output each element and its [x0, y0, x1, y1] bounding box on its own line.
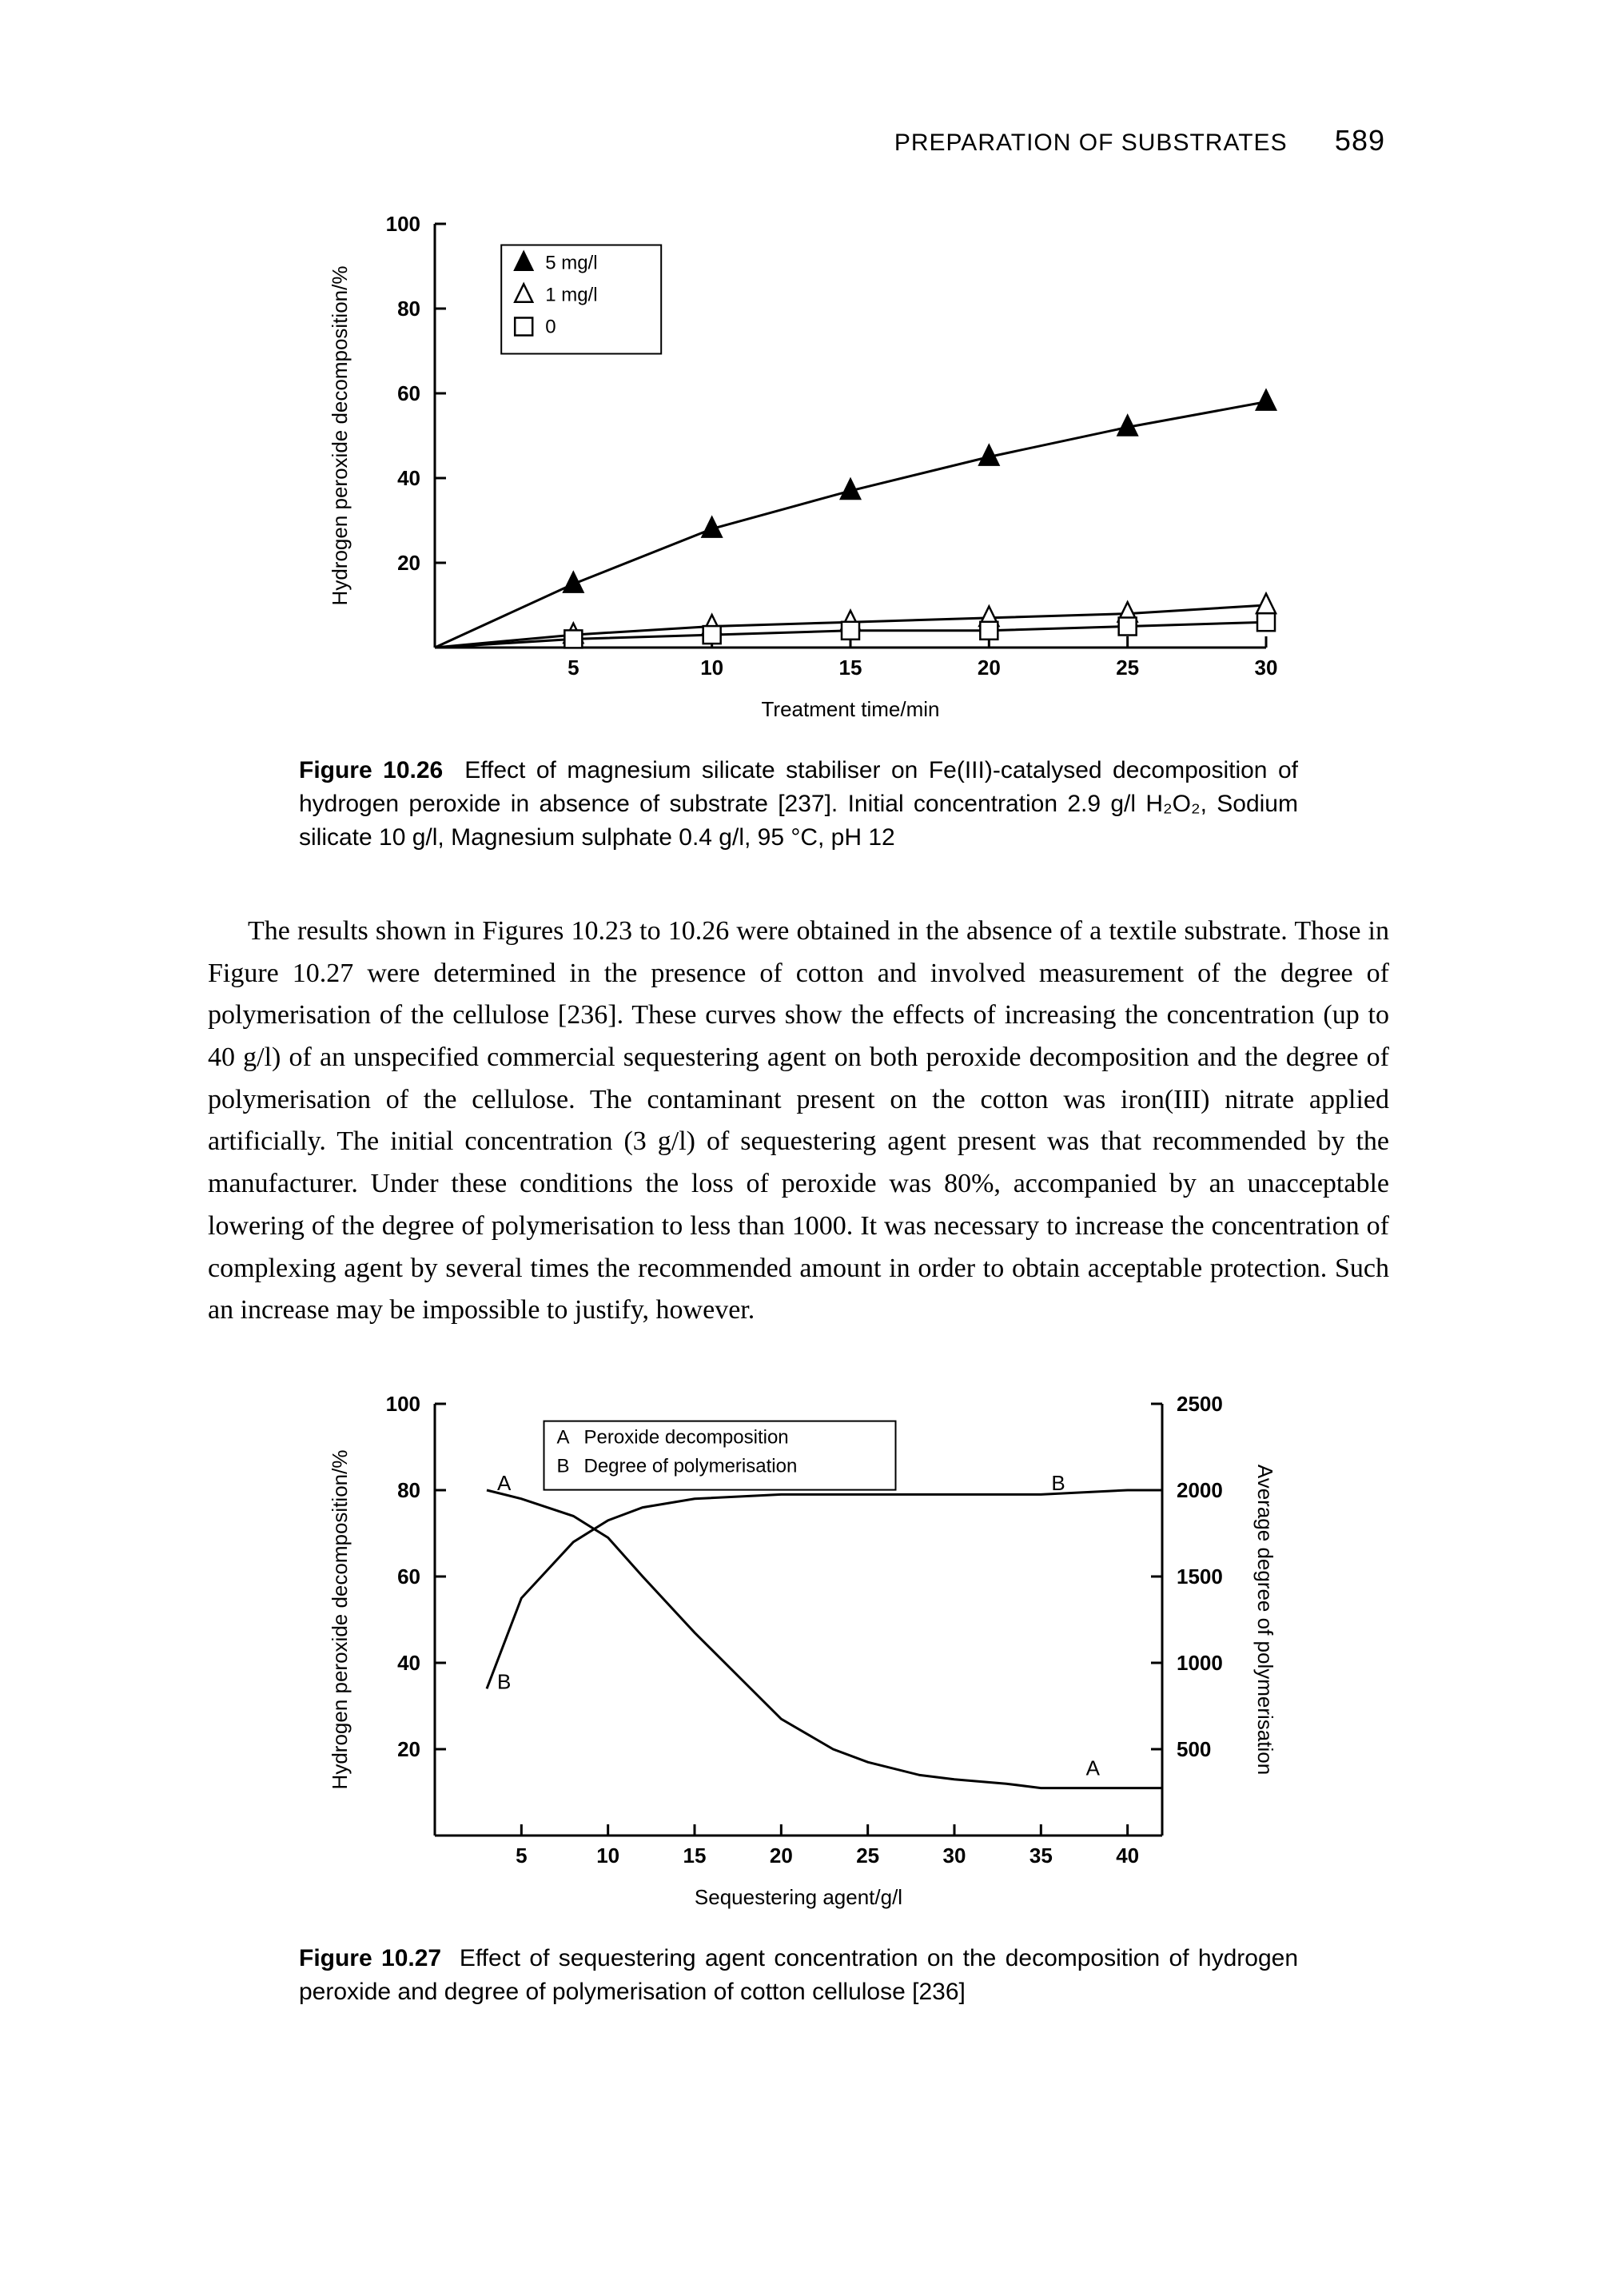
figure-10-26: 20 40 60 80 100 5 10 15 20 25 30 Treatment time/min… [299, 200, 1298, 855]
figure-10-27-caption: Figure 10.27 Effect of sequestering agen… [299, 1942, 1298, 2009]
svg-text:B: B [1051, 1471, 1065, 1495]
svg-text:80: 80 [397, 1478, 420, 1502]
body-paragraph: The results shown in Figures 10.23 to 10… [208, 911, 1389, 1332]
svg-text:35: 35 [1029, 1844, 1053, 1867]
svg-text:20: 20 [397, 551, 420, 575]
svg-text:20: 20 [397, 1737, 420, 1761]
svg-text:25: 25 [1116, 656, 1139, 680]
svg-text:10: 10 [700, 656, 723, 680]
svg-text:20: 20 [770, 1844, 793, 1867]
figure-10-26-caption: Figure 10.26 Effect of magnesium silicat… [299, 754, 1298, 855]
svg-text:A: A [557, 1426, 570, 1448]
svg-text:Degree of polymerisation: Degree of polymerisation [584, 1455, 798, 1477]
chart-10-27: 20 40 60 80 100 500 1000 1500 2000 2500 5 10 15 20 25 3… [299, 1380, 1298, 1923]
svg-text:2500: 2500 [1177, 1392, 1223, 1416]
svg-text:0: 0 [545, 317, 556, 338]
svg-text:15: 15 [839, 656, 862, 680]
svg-text:40: 40 [1116, 1844, 1139, 1867]
page: PREPARATION OF SUBSTRATES 589 20 40 60 80 10… [0, 0, 1597, 2296]
chart-10-26: 20 40 60 80 100 5 10 15 20 25 30 Treatment time/min… [299, 200, 1298, 735]
svg-text:100: 100 [386, 212, 420, 236]
svg-text:Sequestering agent/g/l: Sequestering agent/g/l [695, 1885, 902, 1909]
svg-text:500: 500 [1177, 1737, 1211, 1761]
svg-text:1 mg/l: 1 mg/l [545, 285, 597, 306]
svg-text:40: 40 [397, 1651, 420, 1675]
svg-text:Treatment time/min: Treatment time/min [762, 697, 940, 721]
svg-text:A: A [1086, 1756, 1101, 1780]
figure-10-27: 20 40 60 80 100 500 1000 1500 2000 2500 5 10 15 20 25 3… [299, 1380, 1298, 2009]
figure-10-26-caption-text: Effect of magnesium silicate stabiliser … [299, 757, 1298, 851]
svg-text:B: B [497, 1669, 511, 1693]
svg-text:1000: 1000 [1177, 1651, 1223, 1675]
figure-10-27-label: Figure 10.27 [299, 1945, 441, 1971]
svg-text:Average degree of polymerisati: Average degree of polymerisation [1253, 1465, 1277, 1775]
figure-10-26-label: Figure 10.26 [299, 757, 443, 783]
svg-text:100: 100 [386, 1392, 420, 1416]
running-head: PREPARATION OF SUBSTRATES 589 [894, 124, 1385, 157]
svg-text:2000: 2000 [1177, 1478, 1223, 1502]
svg-text:30: 30 [943, 1844, 966, 1867]
svg-text:25: 25 [856, 1844, 879, 1867]
svg-text:5: 5 [516, 1844, 527, 1867]
svg-text:1500: 1500 [1177, 1565, 1223, 1588]
svg-text:20: 20 [978, 656, 1001, 680]
svg-text:5: 5 [568, 656, 579, 680]
svg-text:Peroxide decomposition: Peroxide decomposition [584, 1426, 789, 1448]
svg-text:A: A [497, 1471, 512, 1495]
svg-text:60: 60 [397, 1565, 420, 1588]
svg-text:30: 30 [1255, 656, 1278, 680]
svg-text:5 mg/l: 5 mg/l [545, 253, 597, 274]
svg-text:B: B [557, 1455, 570, 1477]
svg-text:80: 80 [397, 297, 420, 321]
svg-text:Hydrogen peroxide decompositio: Hydrogen peroxide decomposition/% [328, 266, 352, 606]
page-number: 589 [1335, 124, 1385, 157]
svg-text:15: 15 [683, 1844, 707, 1867]
running-title: PREPARATION OF SUBSTRATES [894, 130, 1288, 156]
svg-text:Hydrogen peroxide decompositio: Hydrogen peroxide decomposition/% [328, 1449, 352, 1789]
svg-text:60: 60 [397, 381, 420, 405]
svg-text:40: 40 [397, 466, 420, 490]
svg-text:10: 10 [596, 1844, 619, 1867]
figure-10-27-caption-text: Effect of sequestering agent concentrati… [299, 1945, 1298, 2005]
